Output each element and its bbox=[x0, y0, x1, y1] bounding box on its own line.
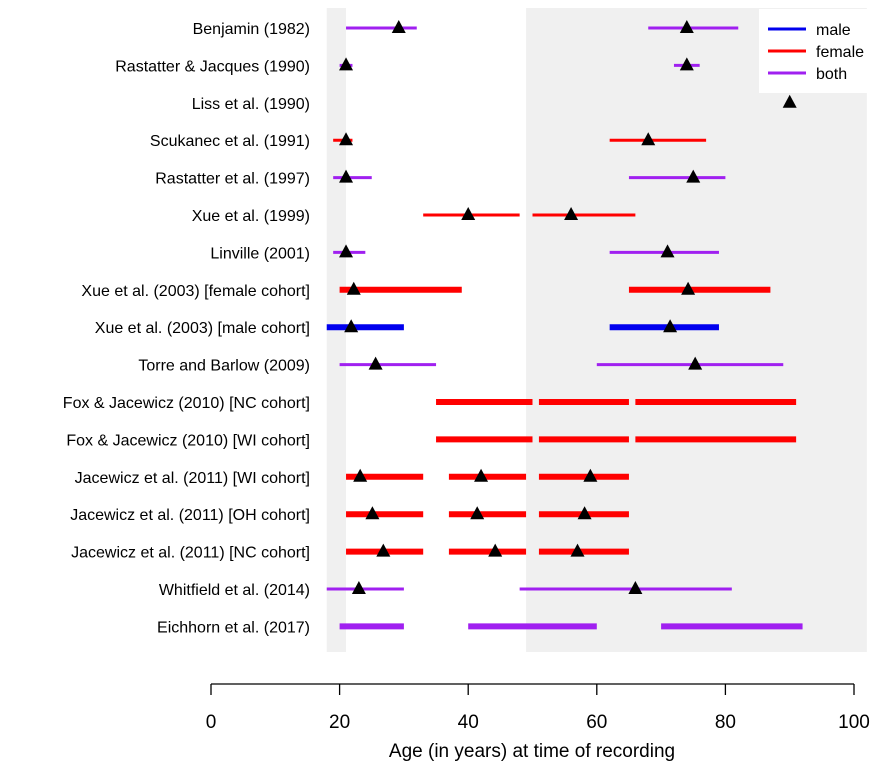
legend: male female both bbox=[759, 9, 867, 93]
mean-age-marker bbox=[339, 57, 354, 71]
mean-age-marker bbox=[688, 356, 703, 370]
mean-age-marker bbox=[339, 132, 354, 146]
mean-age-marker bbox=[368, 356, 383, 370]
study-labels: Benjamin (1982) Rastatter & Jacques (1990… bbox=[63, 21, 310, 636]
mean-age-marker bbox=[660, 244, 675, 258]
mean-age-marker bbox=[583, 468, 598, 482]
mean-age-marker bbox=[474, 468, 489, 482]
study-label: Jacewicz et al. (2011) [NC cohort] bbox=[71, 545, 310, 562]
mean-age-marker bbox=[782, 94, 797, 108]
study-label: Xue et al. (2003) [male cohort] bbox=[95, 320, 310, 337]
mean-age-marker bbox=[577, 506, 592, 520]
mean-age-marker bbox=[679, 20, 694, 33]
mean-age-marker bbox=[365, 506, 380, 520]
mean-age-marker bbox=[686, 169, 701, 183]
mean-markers bbox=[339, 20, 797, 594]
mean-age-marker bbox=[391, 20, 406, 33]
mean-age-marker bbox=[570, 543, 585, 557]
mean-age-marker bbox=[376, 543, 391, 557]
mean-age-marker bbox=[564, 207, 579, 220]
mean-age-marker bbox=[339, 169, 354, 183]
x-tick-label: 20 bbox=[329, 712, 350, 733]
study-label: Whitfield et al. (2014) bbox=[159, 582, 310, 599]
mean-age-marker bbox=[346, 281, 361, 295]
mean-age-marker bbox=[461, 207, 476, 220]
legend-label: both bbox=[816, 66, 847, 83]
study-label: Jacewicz et al. (2011) [WI cohort] bbox=[75, 470, 310, 487]
x-tick-label: 100 bbox=[838, 712, 870, 733]
study-label: Jacewicz et al. (2011) [OH cohort] bbox=[70, 507, 310, 524]
study-label: Rastatter & Jacques (1990) bbox=[115, 58, 310, 75]
mean-age-marker bbox=[351, 581, 366, 594]
study-label: Scukanec et al. (1991) bbox=[150, 133, 310, 150]
study-label: Xue et al. (2003) [female cohort] bbox=[81, 283, 310, 300]
study-label: Fox & Jacewicz (2010) [WI cohort] bbox=[66, 432, 310, 449]
study-label: Liss et al. (1990) bbox=[192, 96, 310, 113]
x-tick-label: 40 bbox=[458, 712, 479, 733]
study-label: Torre and Barlow (2009) bbox=[138, 358, 310, 375]
mean-age-marker bbox=[470, 506, 485, 520]
mean-age-marker bbox=[628, 581, 643, 594]
x-tick-label: 80 bbox=[715, 712, 736, 733]
mean-age-marker bbox=[353, 468, 368, 482]
study-label: Linville (2001) bbox=[210, 245, 310, 262]
legend-label: male bbox=[816, 22, 851, 39]
mean-age-marker bbox=[488, 543, 503, 557]
mean-age-marker bbox=[339, 244, 354, 258]
legend-label: female bbox=[816, 44, 864, 61]
mean-age-marker bbox=[679, 57, 694, 71]
age-ranges bbox=[326, 26, 803, 630]
study-label: Fox & Jacewicz (2010) [NC cohort] bbox=[63, 395, 310, 412]
study-label: Eichhorn et al. (2017) bbox=[157, 619, 310, 636]
x-axis: 0 20 40 60 80 100 bbox=[206, 683, 870, 733]
mean-age-marker bbox=[641, 132, 656, 146]
study-label: Benjamin (1982) bbox=[193, 21, 310, 38]
mean-age-marker bbox=[663, 319, 678, 333]
study-label: Rastatter et al. (1997) bbox=[155, 171, 310, 188]
mean-age-marker bbox=[681, 281, 696, 295]
mean-age-marker bbox=[344, 319, 359, 333]
x-axis-label: Age (in years) at time of recording bbox=[389, 741, 675, 762]
x-tick-label: 0 bbox=[206, 712, 217, 733]
study-label: Xue et al. (1999) bbox=[192, 208, 310, 225]
x-tick-label: 60 bbox=[586, 712, 607, 733]
